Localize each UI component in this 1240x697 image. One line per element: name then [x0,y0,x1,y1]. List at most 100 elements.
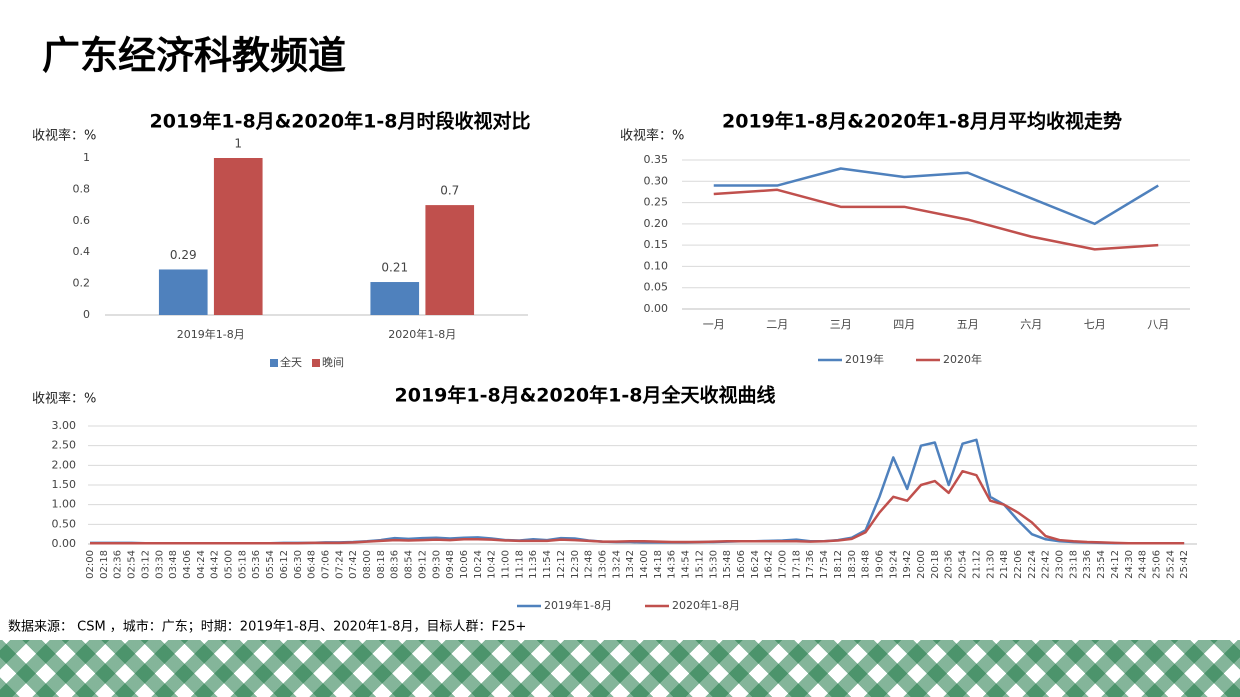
y-tick-label: 2.00 [52,458,77,471]
x-tick-label: 14:18 [653,550,664,579]
chart-title: 2019年1-8月&2020年1-8月全天收视曲线 [395,384,776,407]
x-tick-label: 02:18 [99,550,110,579]
x-tick-label: 05:00 [224,550,235,579]
y-tick-label: 0.00 [644,302,669,315]
y-tick-label: 1 [83,151,90,164]
x-tick-label: 25:06 [1151,550,1162,579]
value-label: 0.29 [170,248,197,262]
x-tick-label: 08:36 [390,550,401,579]
chart-title: 2019年1-8月&2020年1-8月月平均收视走势 [722,110,1122,133]
y-tick-label: 1.00 [52,498,77,511]
line-series [90,469,1185,545]
x-tick-label: 20:00 [916,550,927,579]
y-tick-label: 0 [83,308,90,321]
x-tick-label: 10:42 [487,550,498,579]
x-tick-label: 11:18 [514,550,525,579]
x-tick-label: 04:06 [182,550,193,579]
y-axis-label: 收视率：% [32,128,96,144]
legend-swatch [270,359,278,367]
x-tick-label: 16:24 [750,550,761,579]
x-tick-label: 12:12 [556,550,567,579]
line-series [713,167,1159,226]
x-tick-label: 14:54 [681,550,692,579]
x-tick-label: 23:54 [1096,550,1107,579]
y-tick-label: 3.00 [52,419,77,432]
y-tick-label: 2.50 [52,439,77,452]
x-tick-label: 19:42 [902,550,913,579]
x-tick-label: 05:18 [237,550,248,579]
x-tick-label: 23:18 [1068,550,1079,579]
value-label: 1 [234,137,242,151]
x-tick-label: 07:42 [348,550,359,579]
x-tick-label: 23:36 [1082,550,1093,579]
x-tick-label: 20:36 [944,550,955,579]
x-tick-label: 02:36 [113,550,124,579]
x-tick-label: 05:36 [251,550,262,579]
x-tick-label: 03:12 [140,550,151,579]
x-tick-label: 22:24 [1027,550,1038,579]
x-tick-label: 24:48 [1138,550,1149,579]
x-tick-label: 02:00 [85,550,96,579]
x-tick-label: 09:30 [431,550,442,579]
y-axis-label: 收视率：% [32,391,96,407]
x-tick-label: 21:48 [999,550,1010,579]
x-tick-label: 五月 [957,318,979,331]
y-tick-label: 0.20 [644,217,669,230]
x-tick-label: 22:42 [1041,550,1052,579]
chart-canvas: 广东经济科教频道 数据来源： CSM ，城市：广东；时期：2019年1-8月、2… [8,34,1197,635]
x-tick-label: 03:48 [168,550,179,579]
x-tick-label: 10:06 [459,550,470,579]
x-tick-label: 17:54 [819,550,830,579]
x-tick-label: 17:36 [805,550,816,579]
x-tick-label: 22:06 [1013,550,1024,579]
bar [213,158,263,315]
value-label: 0.21 [381,261,408,275]
x-tick-label: 06:48 [307,550,318,579]
bar [158,269,208,315]
y-tick-label: 0.25 [644,196,669,209]
y-tick-label: 0.4 [73,245,91,258]
y-tick-label: 0.6 [73,214,91,227]
y-tick-label: 0.15 [644,238,669,251]
x-tick-label: 七月 [1084,318,1106,331]
x-tick-label: 09:48 [445,550,456,579]
x-tick-label: 07:24 [334,550,345,579]
x-tick-label: 八月 [1147,318,1169,331]
y-tick-label: 1.50 [52,478,77,491]
x-tick-label: 三月 [830,318,852,331]
x-tick-label: 四月 [893,318,915,331]
x-tick-label: 2019年1-8月 [177,327,245,341]
x-tick-label: 12:48 [584,550,595,579]
bar [425,205,475,315]
x-tick-label: 03:30 [154,550,165,579]
x-tick-label: 11:36 [528,550,539,579]
x-tick-label: 15:48 [722,550,733,579]
x-tick-label: 21:30 [985,550,996,579]
x-tick-label: 06:12 [279,550,290,579]
x-tick-label: 24:30 [1124,550,1135,579]
legend-label: 晚间 [322,356,344,369]
legend-label: 2020年1-8月 [672,598,740,612]
x-tick-label: 23:00 [1055,550,1066,579]
x-tick-label: 六月 [1020,318,1042,331]
y-tick-label: 0.10 [644,259,669,272]
x-tick-label: 一月 [703,318,725,331]
value-label: 0.7 [440,184,459,198]
y-axis-label: 收视率：% [620,128,684,144]
y-tick-label: 0.50 [52,517,77,530]
source-note: 数据来源： CSM ，城市：广东；时期：2019年1-8月、2020年1-8月，… [8,619,526,635]
x-tick-label: 05:54 [265,550,276,579]
x-tick-label: 04:24 [196,550,207,579]
x-tick-label: 11:00 [501,550,512,579]
x-tick-label: 06:30 [293,550,304,579]
x-tick-label: 09:12 [417,550,428,579]
x-tick-label: 04:42 [210,550,221,579]
x-tick-label: 19:24 [888,550,899,579]
legend-swatch [312,359,320,367]
y-tick-label: 0.35 [644,153,669,166]
x-tick-label: 2020年1-8月 [388,327,456,341]
y-tick-label: 0.2 [73,277,91,290]
x-tick-label: 12:30 [570,550,581,579]
y-tick-label: 0.30 [644,174,669,187]
